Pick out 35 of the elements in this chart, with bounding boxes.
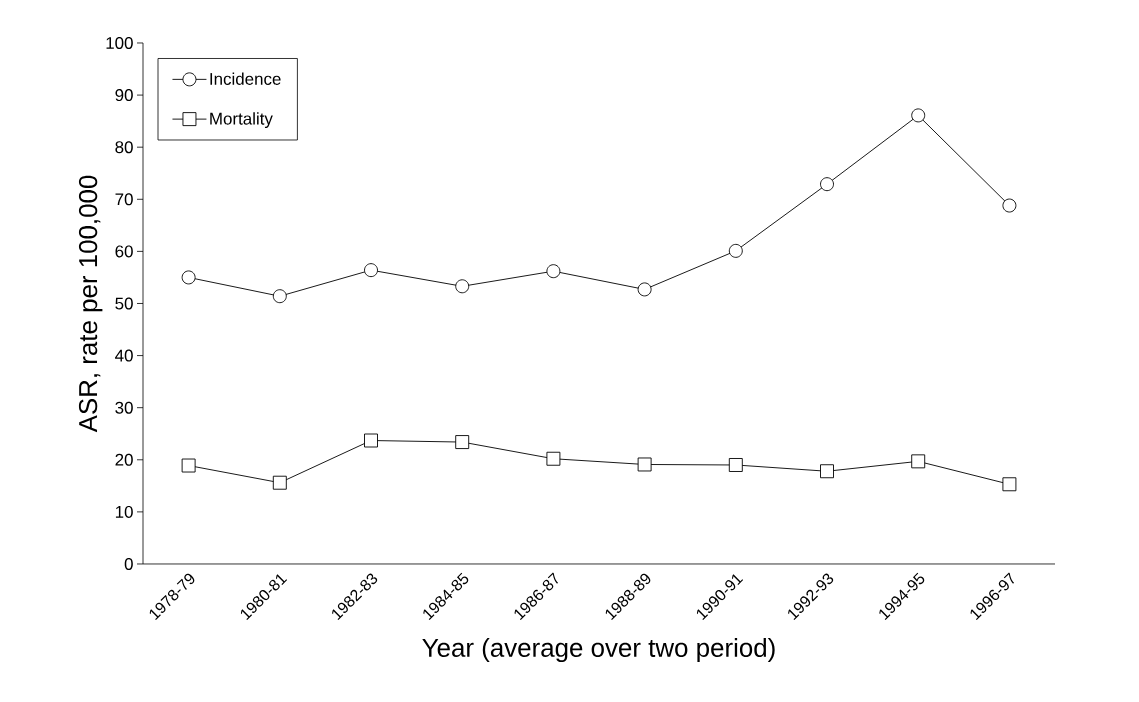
y-tick-label: 80	[115, 141, 133, 154]
point	[911, 454, 926, 469]
y-tick-label: 20	[115, 453, 133, 466]
point	[1002, 477, 1017, 492]
point	[546, 451, 561, 466]
point	[181, 270, 196, 285]
point	[181, 458, 196, 473]
y-tick-label: 90	[115, 89, 133, 102]
point	[272, 475, 287, 490]
y-tick-label: 10	[115, 505, 133, 518]
y-tick-label: 40	[115, 349, 133, 362]
y-tick-label: 30	[115, 401, 133, 414]
point	[364, 433, 378, 448]
point	[455, 435, 470, 450]
point	[272, 289, 287, 304]
point	[911, 108, 926, 123]
y-tick-label: 100	[106, 36, 133, 49]
point	[455, 279, 470, 294]
point	[728, 243, 743, 258]
legend-label: Incidence	[210, 72, 281, 85]
point	[637, 457, 652, 472]
point	[820, 177, 834, 192]
point	[637, 282, 652, 297]
y-tick-label: 60	[115, 245, 133, 258]
x-axis-title: Year (average over two period)	[422, 637, 775, 663]
y-tick-label: 0	[124, 557, 133, 570]
y-tick-label: 70	[115, 193, 133, 206]
point	[1002, 198, 1017, 213]
point	[728, 458, 743, 472]
point	[820, 464, 834, 479]
y-tick-label: 50	[115, 297, 133, 310]
point	[364, 263, 378, 278]
point	[546, 264, 561, 279]
y-axis-title: ASR, rate per 100,000	[78, 175, 103, 433]
legend-label: Mortality	[210, 112, 273, 129]
